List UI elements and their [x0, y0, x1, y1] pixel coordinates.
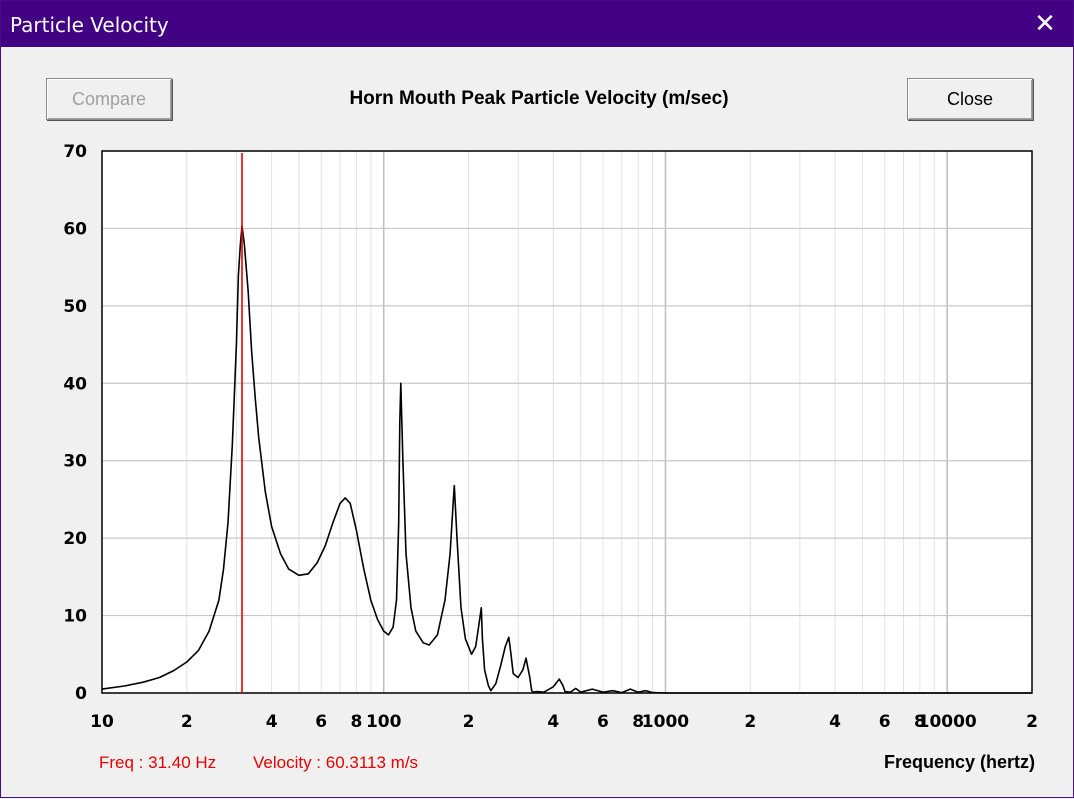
compare-button[interactable]: Compare — [46, 78, 172, 120]
x-tick-label: 8 — [914, 712, 926, 732]
chart-title: Horn Mouth Peak Particle Velocity (m/sec… — [349, 88, 729, 109]
x-tick-label: 6 — [597, 712, 609, 732]
y-tick-label: 50 — [63, 297, 87, 317]
x-axis-label: Frequency (hertz) — [883, 752, 1035, 772]
x-tick-label: 6 — [879, 712, 891, 732]
x-tick-label: 2 — [463, 712, 475, 732]
y-tick-label: 0 — [75, 684, 87, 704]
close-button[interactable]: Close — [907, 78, 1033, 120]
x-tick-label: 1000 — [642, 712, 689, 732]
velocity-readout: Velocity : 60.3113 m/s — [253, 753, 419, 772]
window-close-icon[interactable]: ✕ — [1034, 9, 1056, 39]
window-title: Particle Velocity — [10, 13, 169, 37]
x-tick-label: 2 — [181, 712, 193, 732]
y-tick-label: 10 — [63, 607, 87, 627]
frequency-readout: Freq : 31.40 Hz — [99, 753, 217, 772]
plot-border — [101, 150, 1033, 694]
x-tick-label: 10 — [90, 712, 114, 732]
x-tick-label: 4 — [266, 712, 278, 732]
y-tick-label: 60 — [63, 219, 87, 239]
velocity-curve — [101, 225, 1032, 694]
x-tick-label: 4 — [829, 712, 841, 732]
x-tick-label: 100 — [366, 712, 402, 732]
x-tick-label: 2 — [1026, 712, 1038, 732]
x-tick-label: 8 — [351, 712, 363, 732]
y-tick-label: 40 — [63, 374, 87, 394]
x-tick-label: 10000 — [918, 712, 977, 732]
y-tick-label: 70 — [63, 142, 87, 162]
x-tick-label: 6 — [315, 712, 327, 732]
y-tick-label: 30 — [63, 452, 87, 472]
x-tick-label: 8 — [632, 712, 644, 732]
x-tick-label: 2 — [744, 712, 756, 732]
y-tick-label: 20 — [63, 529, 87, 549]
title-bar: Particle Velocity ✕ — [1, 1, 1073, 47]
x-tick-label: 4 — [547, 712, 559, 732]
